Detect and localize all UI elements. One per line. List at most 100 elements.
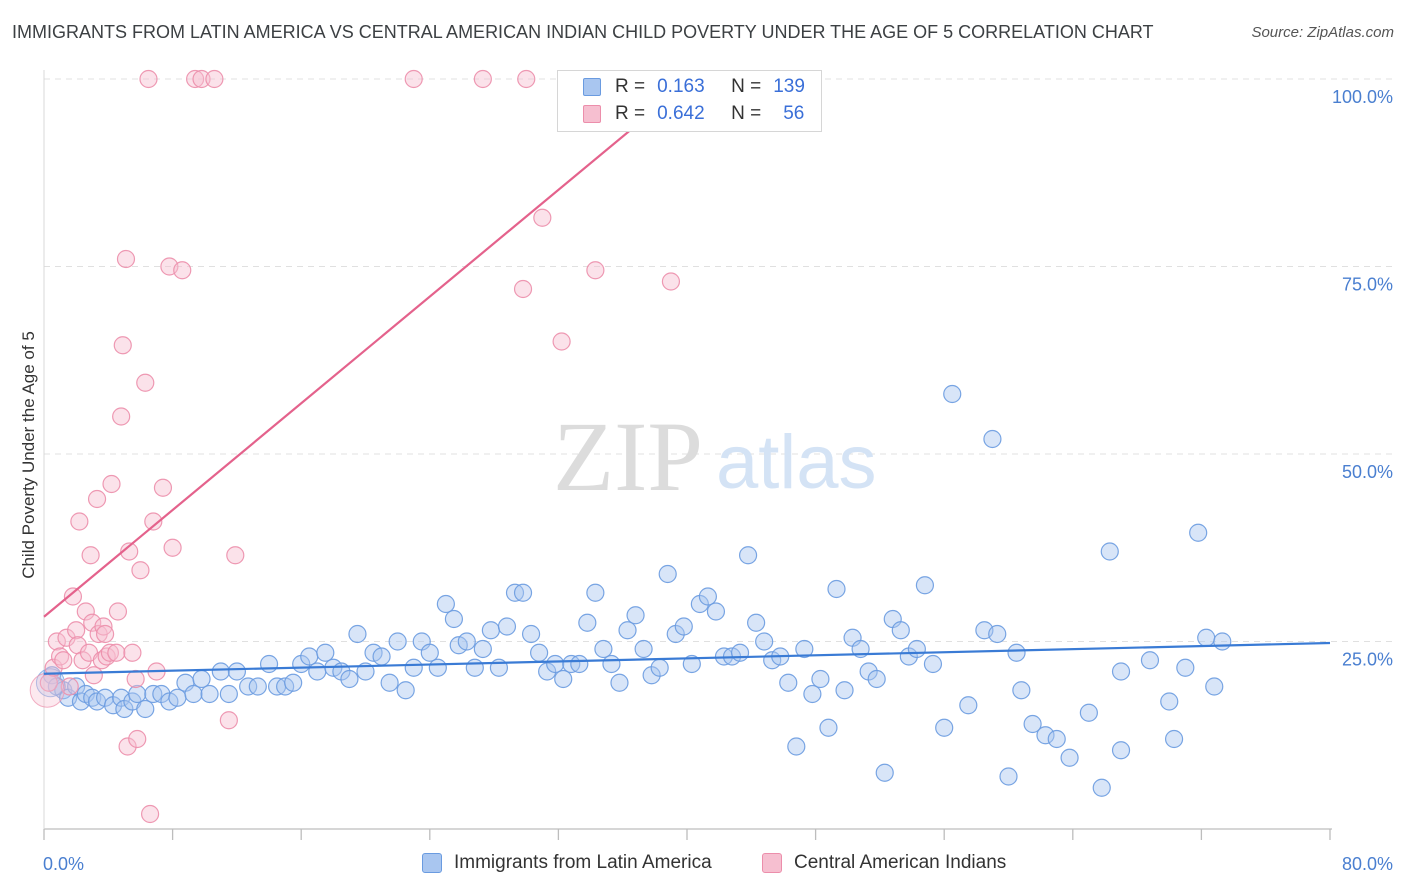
immigrant-point	[184, 684, 203, 704]
indian-point	[67, 621, 86, 640]
immigrant-point	[211, 662, 230, 681]
immigrant-point	[420, 643, 439, 662]
immigrant-point	[168, 688, 187, 707]
immigrant-point	[795, 639, 814, 659]
immigrant-point	[738, 546, 758, 565]
immigrant-point	[1012, 681, 1031, 700]
immigrant-point	[388, 632, 407, 651]
legend-r-label: R =	[615, 103, 646, 124]
immigrant-point	[1205, 677, 1224, 696]
trend-line-indians	[43, 115, 648, 618]
immigrant-point	[1111, 741, 1131, 760]
immigrant-point	[1189, 523, 1208, 542]
indian-point	[153, 478, 173, 497]
indian-point	[107, 643, 126, 662]
immigrant-point	[1100, 542, 1119, 561]
trend-lines	[43, 115, 1331, 675]
immigrant-point	[959, 696, 978, 715]
indian-point	[126, 669, 145, 689]
immigrant-point	[1092, 778, 1111, 797]
series-immigrants-points	[35, 384, 1232, 797]
y-tick-label: 25.0%	[1342, 650, 1393, 670]
immigrant-point	[457, 632, 476, 651]
indian-point	[73, 651, 92, 670]
gridlines	[44, 78, 1392, 642]
indian-point	[102, 474, 121, 494]
immigrant-point	[935, 718, 954, 737]
watermark-zip: ZIP	[553, 401, 703, 512]
indian-point	[94, 617, 113, 636]
indian-point	[661, 272, 681, 291]
indian-point	[517, 69, 536, 89]
trend-line-immigrants	[43, 641, 1331, 675]
immigrant-point	[128, 684, 147, 704]
legend-n-label: N =	[731, 103, 762, 124]
immigrant-point	[755, 632, 774, 651]
indian-point	[205, 69, 224, 89]
immigrant-point	[875, 763, 894, 782]
indian-point	[139, 69, 158, 89]
legend-r-value: 0.163	[657, 76, 705, 97]
immigrant-point	[706, 602, 726, 621]
immigrant-point	[626, 606, 645, 625]
indian-point	[533, 208, 552, 227]
indian-point	[54, 651, 73, 670]
immigrant-point	[658, 564, 677, 584]
indian-point	[60, 677, 79, 696]
x-tick-label-max: 80.0%	[1342, 854, 1393, 874]
immigrant-point	[983, 429, 1002, 449]
immigrant-point	[1140, 651, 1160, 670]
legend-n-value: 56	[783, 103, 805, 124]
immigrant-point	[521, 624, 541, 644]
indian-point	[128, 729, 147, 749]
legend-item-indians[interactable]: Central American Indians	[762, 852, 1006, 874]
immigrant-point	[444, 609, 464, 629]
series-legend: Immigrants from Latin America Central Am…	[0, 852, 1406, 878]
immigrant-point	[259, 654, 279, 674]
immigrant-point	[811, 669, 830, 689]
indian-point	[226, 546, 245, 565]
immigrant-point	[200, 684, 219, 704]
immigrant-point	[1197, 628, 1216, 647]
immigrant-point	[1060, 748, 1079, 767]
indian-point	[120, 542, 139, 561]
indian-point	[586, 261, 605, 280]
indian-point	[84, 666, 103, 685]
immigrant-point	[227, 662, 246, 681]
immigrant-point	[372, 647, 391, 666]
indian-point	[118, 737, 137, 756]
immigrant-point	[803, 684, 822, 704]
indian-point	[63, 587, 83, 606]
legend-n-value: 139	[773, 76, 805, 97]
legend-swatch-blue	[583, 78, 601, 96]
immigrant-point	[923, 654, 943, 674]
immigrant-point	[1176, 658, 1195, 677]
immigrant-point	[650, 658, 669, 677]
chart-title: IMMIGRANTS FROM LATIN AMERICA VS CENTRAL…	[12, 22, 1154, 42]
immigrant-point	[634, 639, 653, 659]
legend-item-immigrants[interactable]: Immigrants from Latin America	[422, 852, 712, 874]
immigrant-point	[867, 669, 886, 689]
indian-point	[76, 602, 95, 621]
immigrant-point	[530, 643, 549, 662]
immigrant-point	[554, 669, 573, 689]
immigrant-point	[300, 647, 319, 666]
x-axis-ticks	[43, 829, 1331, 840]
immigrant-point	[682, 654, 701, 674]
y-tick-labels: 25.0% 50.0% 75.0% 100.0%	[1332, 87, 1393, 670]
immigrant-point	[915, 576, 935, 595]
axes	[43, 70, 1332, 830]
indian-point	[219, 711, 238, 730]
immigrant-point	[1047, 729, 1066, 749]
immigrant-point	[380, 673, 399, 692]
immigrant-point	[481, 621, 500, 640]
indian-point	[131, 561, 150, 580]
indian-point	[95, 624, 115, 644]
immigrant-point	[465, 658, 484, 677]
immigrant-point	[835, 681, 854, 700]
immigrant-point	[1164, 729, 1184, 749]
indian-point	[552, 332, 571, 351]
immigrant-point	[819, 718, 838, 737]
immigrant-point	[618, 621, 637, 640]
immigrant-point	[1160, 692, 1179, 711]
